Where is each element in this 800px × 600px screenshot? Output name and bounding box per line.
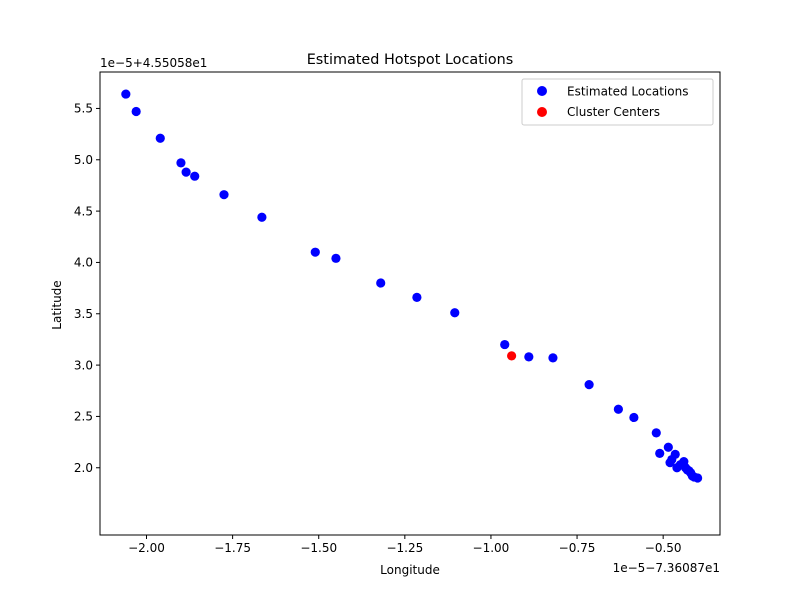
y-tick-label: 5.5 (74, 102, 93, 116)
x-offset-label: 1e−5−7.36087e1 (613, 561, 720, 575)
y-tick-label: 2.5 (74, 410, 93, 424)
estimated-locations-point (310, 247, 320, 257)
x-tick-label: −1.75 (214, 541, 251, 555)
cluster-centers-point (507, 351, 517, 361)
legend-marker-cluster-centers (537, 107, 547, 117)
x-tick-label: −1.25 (386, 541, 423, 555)
estimated-locations-point (190, 171, 200, 181)
estimated-locations-point (548, 353, 558, 363)
plot-frame (99, 71, 721, 536)
estimated-locations-point (219, 190, 229, 200)
estimated-locations-point (181, 167, 191, 177)
estimated-locations-point (693, 473, 703, 483)
estimated-locations-point (176, 158, 186, 168)
x-tick-label: −0.50 (645, 541, 682, 555)
estimated-locations-point (500, 339, 510, 350)
legend: Estimated Locations Cluster Centers (521, 78, 714, 126)
data-points (121, 89, 703, 483)
estimated-locations-point (121, 89, 131, 99)
estimated-locations-point (655, 448, 665, 458)
y-tick-label: 3.0 (74, 358, 93, 372)
estimated-locations-point (450, 308, 460, 318)
y-tick-label: 3.5 (74, 307, 93, 321)
estimated-locations-point (613, 404, 623, 414)
estimated-locations-point (257, 212, 267, 222)
estimated-locations-point (331, 253, 341, 263)
estimated-locations-point (629, 412, 639, 423)
legend-box (521, 78, 714, 126)
y-tick-label: 2.0 (74, 461, 93, 475)
y-tick-label: 4.5 (74, 204, 93, 218)
y-tick-label: 4.0 (74, 256, 93, 270)
x-tick-label: −0.75 (559, 541, 596, 555)
estimated-locations-point (651, 428, 661, 438)
y-axis-label: Latitude (50, 280, 64, 329)
legend-label-estimated-locations: Estimated Locations (567, 85, 688, 99)
x-tick-label: −2.00 (128, 541, 165, 555)
y-tick-label: 5.0 (74, 153, 93, 167)
axis-ticks: −2.00 −1.75 −1.50 −1.25 −1.00 −0.75 −0.50 2.0 2.… (74, 102, 682, 555)
legend-marker-estimated-locations (537, 86, 547, 96)
estimated-locations-point (524, 352, 534, 362)
estimated-locations-point (670, 449, 680, 460)
x-tick-label: −1.00 (473, 541, 510, 555)
estimated-locations-point (584, 380, 594, 390)
legend-label-cluster-centers: Cluster Centers (567, 105, 660, 119)
estimated-locations-point (663, 442, 673, 452)
x-tick-label: −1.50 (300, 541, 337, 555)
x-axis-label: Longitude (380, 563, 440, 577)
estimated-locations-point (131, 106, 141, 117)
estimated-locations-point (155, 133, 165, 143)
estimated-locations-point (376, 278, 386, 288)
chart-title: Estimated Hotspot Locations (307, 52, 514, 68)
estimated-locations-point (412, 292, 422, 302)
y-offset-label: 1e−5+4.55058e1 (100, 56, 207, 70)
